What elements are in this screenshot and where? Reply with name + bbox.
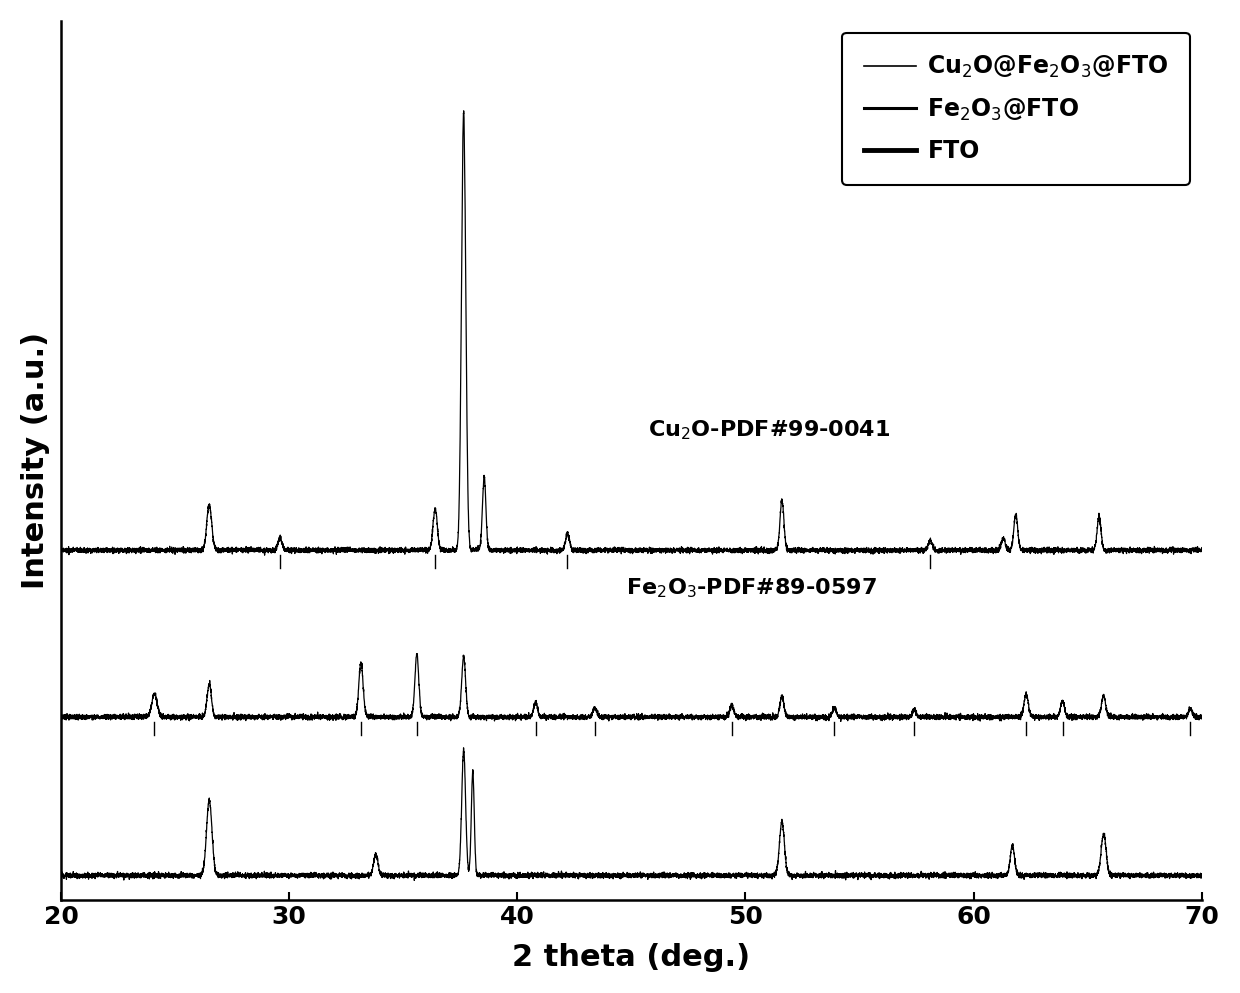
Legend: Cu$_2$O@Fe$_2$O$_3$@FTO, Fe$_2$O$_3$@FTO, FTO: Cu$_2$O@Fe$_2$O$_3$@FTO, Fe$_2$O$_3$@FTO… xyxy=(842,33,1190,185)
Text: Cu$_2$O-PDF#99-0041: Cu$_2$O-PDF#99-0041 xyxy=(649,418,890,442)
X-axis label: 2 theta (deg.): 2 theta (deg.) xyxy=(512,943,750,972)
Y-axis label: Intensity (a.u.): Intensity (a.u.) xyxy=(21,332,50,589)
Text: Fe$_2$O$_3$-PDF#89-0597: Fe$_2$O$_3$-PDF#89-0597 xyxy=(626,576,877,600)
